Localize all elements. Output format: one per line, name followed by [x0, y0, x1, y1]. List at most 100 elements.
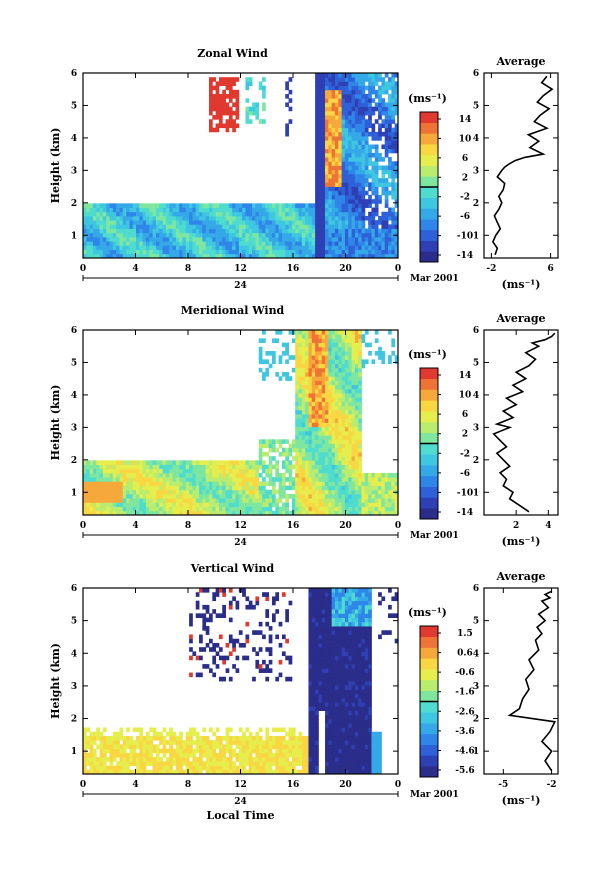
- heatmap-cell: [172, 731, 177, 737]
- heatmap-cell: [89, 228, 94, 234]
- heatmap-cell: [86, 215, 91, 221]
- heatmap-cell: [212, 731, 217, 737]
- heatmap-cell: [335, 245, 339, 250]
- heatmap-cell: [285, 451, 289, 457]
- heatmap-cell: [92, 472, 97, 478]
- heatmap-cell: [315, 98, 319, 103]
- heatmap-cell: [328, 81, 333, 87]
- heatmap-cell: [228, 253, 233, 259]
- heatmap-cell: [308, 342, 313, 348]
- x-tick-label: 8: [185, 521, 191, 531]
- heatmap-cell: [341, 115, 346, 120]
- heatmap-cell: [344, 148, 349, 154]
- heatmap-cell: [354, 498, 359, 503]
- heatmap-cell: [218, 468, 223, 474]
- colorbar-segment: [420, 389, 438, 401]
- heatmap-cell: [344, 119, 349, 124]
- heatmap-cell: [102, 481, 107, 486]
- heatmap-cell: [182, 460, 187, 465]
- heatmap-cell: [202, 740, 207, 745]
- heatmap-cell: [96, 207, 100, 213]
- heatmap-cell: [126, 506, 130, 512]
- heatmap-cell: [209, 765, 213, 771]
- heatmap-cell: [374, 220, 379, 225]
- heatmap-cell: [126, 761, 130, 766]
- heatmap-cell: [189, 245, 193, 250]
- heatmap-cell: [265, 351, 270, 356]
- heatmap-cell: [348, 388, 352, 394]
- heatmap-cell: [315, 144, 319, 150]
- heatmap-cell: [281, 447, 286, 453]
- heatmap-cell: [371, 241, 376, 246]
- heatmap-cell: [215, 485, 220, 491]
- heatmap-cell: [172, 485, 177, 491]
- heatmap-cell: [318, 426, 323, 432]
- heatmap-cell: [318, 401, 323, 407]
- heatmap-cell: [318, 397, 323, 402]
- average-profile-line: [491, 75, 554, 256]
- heatmap-cell: [139, 757, 144, 762]
- heatmap-cell: [295, 769, 299, 775]
- heatmap-cell: [331, 334, 336, 339]
- heatmap-cell: [301, 253, 306, 259]
- heatmap-cell: [119, 245, 124, 250]
- heatmap-cell: [381, 98, 386, 103]
- heatmap-cell: [172, 253, 177, 259]
- heatmap-cell: [364, 215, 369, 221]
- heatmap-cell: [341, 330, 346, 335]
- y-tick-label: 5: [71, 101, 77, 111]
- heatmap-cell: [308, 422, 313, 428]
- heatmap-cell: [205, 588, 210, 593]
- heatmap-cell: [341, 186, 346, 192]
- heatmap-cell: [126, 477, 130, 482]
- heatmap-cell: [96, 472, 100, 478]
- heatmap-cell: [242, 642, 246, 648]
- heatmap-cell: [129, 245, 134, 250]
- heatmap-cell: [354, 388, 359, 394]
- heatmap-cell: [354, 136, 359, 141]
- heatmap-cell: [295, 359, 299, 365]
- heatmap-cell: [215, 757, 220, 762]
- heatmap-cell: [288, 224, 293, 229]
- heatmap-cell: [245, 621, 250, 627]
- heatmap-cell: [222, 249, 226, 255]
- heatmap-cell: [96, 485, 100, 491]
- heatmap-cell: [209, 77, 213, 82]
- heatmap-cell: [255, 489, 260, 495]
- heatmap-cell: [321, 502, 326, 507]
- heatmap-cell: [165, 464, 170, 470]
- heatmap-cell: [205, 626, 210, 631]
- heatmap-cell: [341, 102, 346, 108]
- heatmap-cell: [185, 211, 190, 217]
- heatmap-cell: [305, 245, 309, 250]
- heatmap-cell: [235, 77, 240, 82]
- heatmap-cell: [152, 203, 157, 208]
- heatmap-cell: [394, 73, 399, 78]
- heatmap-cell: [391, 211, 396, 217]
- heatmap-cell: [308, 245, 313, 250]
- heatmap-cell: [285, 94, 289, 99]
- heatmap-cell: [155, 464, 160, 470]
- heatmap-cell: [215, 744, 220, 750]
- heatmap-cell: [102, 506, 107, 512]
- heatmap-cell: [308, 506, 313, 512]
- heatmap-cell: [301, 342, 306, 348]
- heatmap-cell: [388, 182, 392, 187]
- heatmap-cell: [301, 502, 306, 507]
- heatmap-cell: [358, 334, 362, 339]
- heatmap-cell: [169, 744, 173, 750]
- heatmap-cell: [102, 740, 107, 745]
- heatmap-cell: [298, 405, 303, 411]
- heatmap-cell: [298, 757, 303, 762]
- heatmap-cell: [205, 460, 210, 465]
- heatmap-cell: [331, 355, 336, 360]
- heatmap-cell: [159, 236, 163, 242]
- heatmap-cell: [242, 592, 246, 597]
- heatmap-cell: [83, 477, 87, 482]
- heatmap-cell: [344, 409, 349, 415]
- heatmap-cell: [262, 220, 266, 225]
- heatmap-cell: [328, 418, 333, 423]
- heatmap-cell: [162, 228, 167, 234]
- heatmap-cell: [268, 651, 273, 657]
- heatmap-cell: [361, 89, 366, 95]
